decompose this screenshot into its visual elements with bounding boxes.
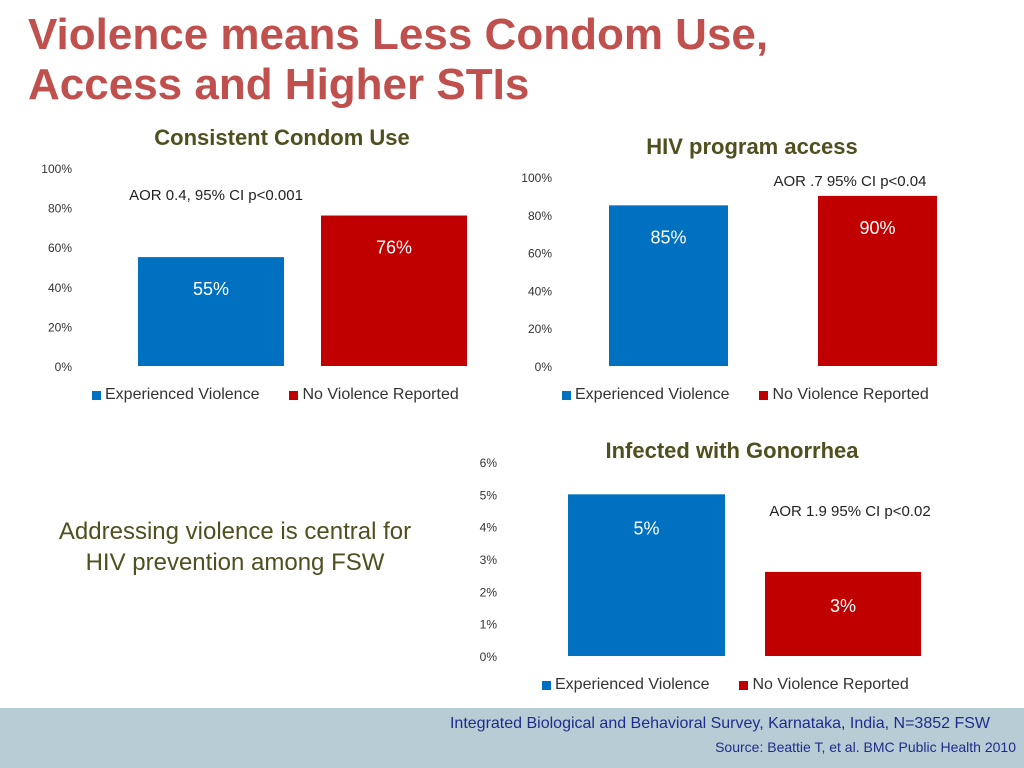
legend-label: Experienced Violence (575, 386, 730, 403)
legend-label: Experienced Violence (555, 676, 710, 693)
y-tick-label: 1% (480, 618, 498, 632)
y-tick-label: 0% (480, 650, 498, 664)
bar-no-violence (321, 215, 467, 366)
y-tick-label: 5% (480, 488, 498, 502)
footer-source-text: Source: Beattie T, et al. BMC Public Hea… (715, 739, 1016, 755)
y-tick-label: 6% (480, 456, 498, 470)
y-tick-label: 60% (528, 247, 552, 261)
footer-bar: Integrated Biological and Behavioral Sur… (0, 708, 1024, 768)
title-line-2: Access and Higher STIs (28, 60, 530, 109)
title-line-1: Violence means Less Condom Use, (28, 10, 769, 59)
charts-canvas: Consistent Condom Use 0% 20% 40% 60% 80% 100% 5… (41, 125, 937, 664)
chart-annotation: AOR 0.4, 95% CI p<0.001 (129, 187, 303, 204)
y-tick-label: 4% (480, 521, 498, 535)
chart-annotation: AOR 1.9 95% CI p<0.02 (769, 503, 930, 520)
y-tick-label: 80% (48, 202, 72, 216)
legend-swatch-red (289, 390, 299, 400)
legend-swatch-red (739, 680, 749, 690)
y-tick-label: 20% (528, 322, 552, 336)
legend-item-no-violence: No Violence Reported (289, 386, 459, 404)
legend-item-no-violence: No Violence Reported (759, 386, 929, 404)
legend-item-experienced-violence: Experienced Violence (542, 676, 709, 694)
footer-survey-text: Integrated Biological and Behavioral Sur… (449, 715, 990, 732)
bar-value-label: 76% (376, 238, 412, 258)
y-tick-label: 0% (535, 360, 553, 374)
y-tick-label: 20% (48, 320, 72, 334)
slide-title: Violence means Less Condom Use, Access a… (28, 10, 768, 110)
chart-title: HIV program access (646, 134, 858, 159)
y-tick-label: 2% (480, 585, 498, 599)
bar-experienced-violence (568, 494, 725, 656)
legend-hiv-access: Experienced Violence No Violence Reporte… (562, 386, 929, 404)
bar-no-violence (818, 195, 937, 366)
y-tick-label: 3% (480, 553, 498, 567)
legend-item-experienced-violence: Experienced Violence (562, 386, 729, 404)
y-tick-label: 0% (55, 360, 73, 374)
y-tick-label: 60% (48, 241, 72, 255)
bar-experienced-violence (138, 257, 284, 366)
chart-title: Infected with Gonorrhea (605, 438, 859, 463)
y-tick-label: 100% (41, 162, 72, 176)
legend-label: No Violence Reported (752, 676, 909, 693)
key-message: Addressing violence is central for HIV p… (58, 518, 412, 576)
legend-swatch-blue (92, 390, 101, 400)
legend-label: No Violence Reported (302, 386, 459, 403)
bar-value-label: 90% (859, 218, 895, 238)
legend-gonorrhea: Experienced Violence No Violence Reporte… (542, 676, 909, 694)
y-tick-label: 40% (48, 281, 72, 295)
chart-annotation: AOR .7 95% CI p<0.04 (773, 173, 926, 190)
bar-experienced-violence (609, 205, 728, 366)
legend-item-no-violence: No Violence Reported (739, 676, 909, 694)
chart-title: Consistent Condom Use (154, 125, 409, 150)
legend-swatch-red (759, 390, 769, 400)
bar-no-violence (765, 571, 921, 656)
legend-item-experienced-violence: Experienced Violence (92, 386, 259, 404)
legend-label: No Violence Reported (772, 386, 929, 403)
y-tick-label: 100% (521, 171, 552, 185)
bar-value-label: 5% (633, 518, 659, 538)
legend-condom-use: Experienced Violence No Violence Reporte… (92, 386, 459, 404)
bar-value-label: 85% (650, 227, 686, 247)
y-tick-label: 80% (528, 209, 552, 223)
y-tick-label: 40% (528, 284, 552, 298)
bar-value-label: 3% (830, 596, 856, 616)
legend-swatch-blue (562, 390, 571, 400)
legend-swatch-blue (542, 680, 551, 690)
bar-value-label: 55% (193, 279, 229, 299)
legend-label: Experienced Violence (105, 386, 260, 403)
